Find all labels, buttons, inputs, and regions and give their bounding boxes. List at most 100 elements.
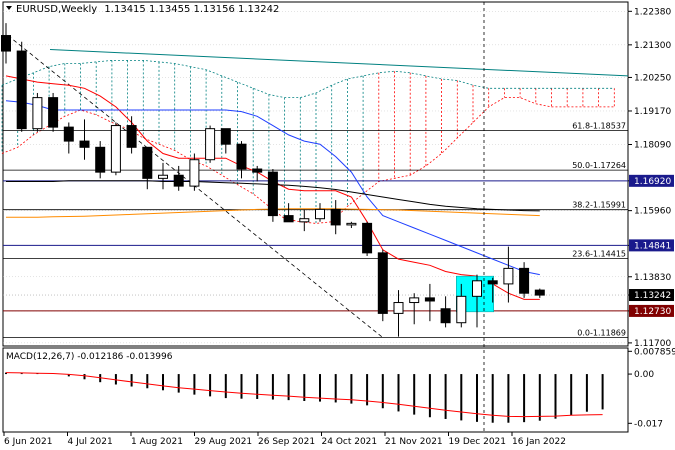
fib-label: 61.8-1.18537 — [572, 122, 626, 131]
candle-body-bull — [456, 295, 467, 324]
time-tick-label: 24 Oct 2021 — [322, 437, 378, 447]
chart-title: EURUSD,Weekly 1.13415 1.13455 1.13156 1.… — [16, 4, 279, 15]
candle — [236, 141, 247, 179]
macd-tick-label: 0.00 — [634, 370, 654, 380]
price-tick-label: 1.13830 — [634, 273, 671, 283]
candle-body-bear — [362, 222, 373, 254]
candle — [158, 162, 168, 190]
candle-body-bear — [267, 171, 278, 217]
price-tag-label: 1.13242 — [634, 291, 671, 301]
symbol-timeframe: EURUSD,Weekly — [16, 4, 97, 15]
price-tag-box — [629, 239, 674, 252]
candle-body-bear — [424, 297, 435, 302]
candle — [315, 203, 325, 222]
cloud-upper-border — [1, 60, 615, 98]
macd-label: MACD(12,26,7) -0.012186 -0.013996 — [6, 352, 173, 362]
price-tick-label: 1.21300 — [634, 41, 671, 51]
candle-body-bull — [158, 174, 168, 179]
candle-body-bear — [79, 140, 90, 148]
time-tick-label: 1 Aug 2021 — [131, 437, 183, 447]
price-tick-label: 1.20250 — [634, 73, 671, 83]
candle-body-bear — [220, 128, 231, 145]
candle — [142, 146, 153, 190]
candle — [220, 128, 231, 154]
price-tag-label: 1.14841 — [634, 241, 671, 251]
candle-body-bear — [330, 208, 341, 226]
candle-body-bear — [487, 280, 498, 285]
price-tick-label: 1.18090 — [634, 141, 671, 151]
candle — [48, 92, 59, 132]
price-tick-label: 1.11700 — [634, 339, 671, 349]
candle — [299, 209, 310, 232]
time-tick-label: 16 Jan 2022 — [512, 437, 566, 447]
candle-body-bear — [236, 143, 247, 170]
candle-body-bear — [1, 35, 11, 52]
candle-body-bear — [63, 126, 74, 142]
candle — [424, 283, 435, 322]
candle-body-bear — [252, 168, 263, 173]
candle-body-bull — [503, 267, 514, 285]
candle — [252, 165, 263, 182]
macd-tick-label: -0.017 — [634, 419, 663, 429]
candle — [1, 23, 11, 64]
candlesticks — [1, 23, 545, 337]
price-tick-label: 1.19170 — [634, 107, 671, 117]
candle-body-bull — [110, 125, 121, 173]
fib-label: 23.6-1.14415 — [572, 250, 626, 259]
macd-signal-line — [5, 372, 603, 418]
candle — [393, 290, 404, 337]
candle — [110, 122, 121, 176]
candle — [283, 203, 294, 223]
candle — [330, 200, 341, 235]
candle — [362, 221, 373, 256]
candle-body-bull — [32, 97, 43, 130]
candle — [534, 288, 545, 298]
candle-body-bull — [299, 218, 310, 223]
candle-body-bear — [519, 267, 530, 294]
time-tick-label: 29 Aug 2021 — [195, 437, 253, 447]
candle — [16, 41, 27, 132]
candle — [346, 221, 357, 229]
candle-body-bear — [16, 50, 27, 130]
price-tag-box — [629, 289, 674, 302]
candle-body-bear — [534, 289, 545, 296]
price-tick-label: 1.22380 — [634, 7, 671, 17]
price-tags: 1.16920 1.14841 1.13242 1.12730 — [629, 174, 674, 317]
candle — [487, 277, 498, 303]
time-tick-label: 26 Sep 2021 — [258, 437, 315, 447]
fib-label: 50.0-1.17264 — [572, 161, 626, 170]
collapse-triangle-icon[interactable] — [6, 6, 12, 10]
time-axis: 6 Jun 2021 4 Jul 2021 1 Aug 2021 29 Aug 202… — [3, 432, 566, 447]
price-tag-label: 1.16920 — [634, 177, 671, 187]
candle — [267, 169, 278, 222]
candle — [519, 262, 530, 298]
candle-body-bull — [189, 159, 200, 187]
price-tag-box — [629, 304, 674, 317]
time-tick-label: 6 Jun 2021 — [4, 437, 52, 447]
candle-body-bull — [346, 222, 357, 226]
candle-body-bear — [440, 308, 451, 324]
candle-body-bull — [205, 128, 216, 161]
fib-label: 0.0-1.11869 — [577, 329, 626, 338]
macd-panel: 0.007859 0.00 -0.017 — [5, 347, 675, 429]
candle — [32, 92, 43, 132]
candle — [205, 125, 216, 163]
candle — [440, 296, 451, 328]
teal-trend-line — [49, 49, 629, 77]
candle-body-bull — [393, 302, 404, 314]
main-plot-frame — [2, 1, 629, 347]
price-tick-label: 1.15960 — [634, 207, 671, 217]
time-tick-label: 21 Nov 2021 — [385, 437, 443, 447]
candle-body-bear — [283, 215, 294, 223]
candle-body-bear — [142, 146, 153, 179]
candle — [503, 246, 514, 303]
ohlc-values: 1.13415 1.13455 1.13156 1.13242 — [104, 4, 279, 15]
candle-body-bull — [409, 297, 420, 304]
candle — [456, 283, 467, 328]
fib-label: 38.2-1.15991 — [572, 201, 626, 210]
candle-body-bear — [377, 252, 388, 314]
candle — [63, 122, 74, 154]
fibonacci-labels: 61.8-1.18537 50.0-1.17264 38.2-1.15991 23.6… — [572, 122, 626, 338]
